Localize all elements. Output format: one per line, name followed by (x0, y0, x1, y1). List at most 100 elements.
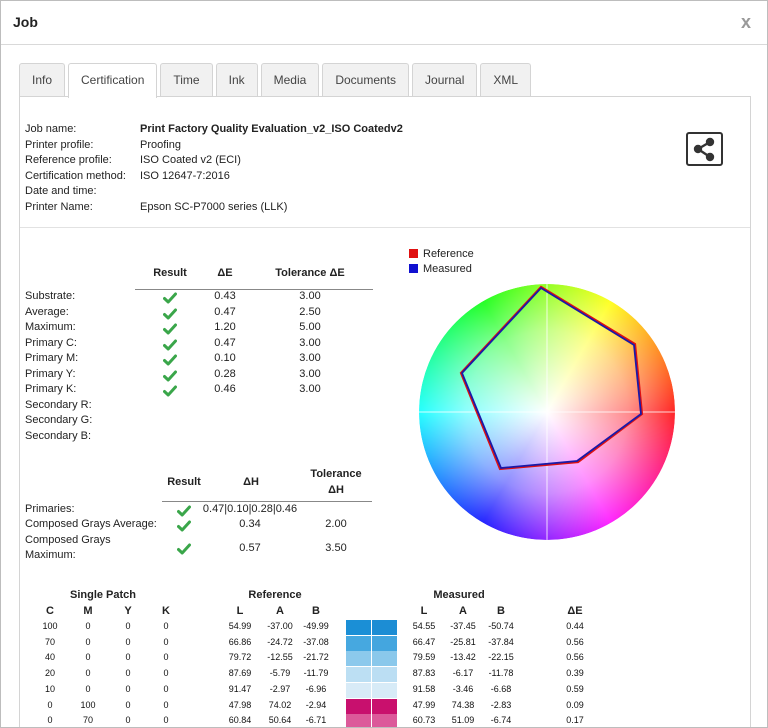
patch-cmyk-value: 0 (163, 668, 169, 679)
job-info-label: Job name: (25, 123, 77, 135)
tab-time[interactable]: Time (160, 63, 213, 97)
job-info-value: Epson SC-P7000 series (LLK) (140, 200, 288, 213)
patch-ref-value: -49.99 (303, 621, 329, 631)
patch-col-k: K (162, 605, 170, 617)
patch-meas-value: -22.15 (488, 652, 514, 663)
patch-ref-value: 79.72 (228, 652, 252, 663)
job-info-value: ISO Coated v2 (ECI) (140, 154, 241, 166)
pass-check-icon (177, 542, 191, 555)
de-tolerance: 5.00 (299, 321, 321, 333)
de-row-label: Average: (25, 305, 69, 318)
patch-delta-e: 0.59 (566, 683, 584, 694)
patch-cmyk-value: 0 (163, 621, 169, 631)
legend-measured-swatch (409, 264, 418, 273)
de-value: 0.47 (214, 305, 236, 318)
patch-cmyk-value: 0 (163, 699, 169, 710)
patch-cmyk-value: 0 (85, 636, 91, 647)
patch-cmyk-value: 0 (47, 715, 53, 726)
tab-journal[interactable]: Journal (412, 63, 478, 97)
patch-delta-e: 0.44 (566, 621, 584, 631)
reference-swatch (346, 667, 371, 683)
measured-swatch (372, 667, 397, 683)
patch-ref-value: -37.00 (267, 621, 293, 631)
patch-group-measured: Measured (433, 589, 485, 601)
tab-bar: Info Certification Time Ink Media Documents Jo… (19, 63, 534, 98)
reference-swatch (346, 651, 371, 667)
dh-row-label-line1: Composed Grays (25, 534, 111, 546)
patch-ref-value: -21.72 (303, 652, 329, 663)
patch-ref-value: 87.69 (228, 668, 252, 679)
legend-reference-swatch (409, 249, 418, 258)
patch-delta-e: 0.56 (566, 652, 584, 663)
patch-ref-value: -24.72 (267, 636, 293, 647)
de-tolerance: 3.00 (299, 290, 321, 302)
job-info-row: Date and time: (25, 185, 403, 201)
gamut-measured-outline (460, 286, 642, 469)
measured-swatch (372, 635, 397, 651)
patch-delta-e: 0.39 (566, 668, 584, 679)
measured-swatch (372, 651, 397, 667)
de-value: 0.10 (214, 352, 236, 364)
tab-media[interactable]: Media (260, 63, 320, 97)
patch-meas-value: -2.83 (490, 699, 512, 710)
job-info-label: Reference profile: (25, 154, 112, 166)
patch-meas-value: 60.73 (412, 715, 436, 726)
close-icon[interactable]: x (740, 12, 751, 32)
patch-meas-value: -11.78 (488, 668, 514, 679)
de-value: 0.28 (214, 367, 236, 380)
patch-cmyk-value: 0 (47, 699, 53, 710)
patch-meas-value: -3.46 (452, 683, 474, 694)
de-value: 1.20 (214, 321, 236, 333)
tab-documents[interactable]: Documents (322, 63, 410, 97)
legend-measured: Measured (409, 263, 472, 275)
patch-cmyk-value: 0 (85, 683, 91, 694)
de-row-label: Primary Y: (25, 367, 76, 380)
patch-cmyk-value: 0 (125, 699, 131, 710)
de-header-de: ΔE (217, 267, 233, 279)
patch-ref-value: -11.79 (303, 668, 329, 679)
dh-header-tolerance-1: Tolerance (310, 468, 362, 480)
dh-value: 0.57 (239, 542, 261, 554)
share-button[interactable] (686, 132, 723, 166)
tab-xml[interactable]: XML (480, 63, 532, 97)
dh-row-label-line2: Maximum: (25, 549, 76, 561)
patch-col-c: C (46, 605, 54, 617)
dh-header-result: Result (167, 476, 201, 488)
patch-ref-value: -37.08 (303, 636, 329, 647)
patch-ref-value: 50.64 (268, 715, 292, 726)
patch-cmyk-value: 0 (85, 668, 91, 679)
patch-ref-value: 91.47 (228, 683, 252, 694)
patch-cmyk-value: 20 (44, 668, 55, 679)
job-info-row: Job name: Print Factory Quality Evaluatio… (25, 123, 403, 139)
tab-ink[interactable]: Ink (215, 63, 258, 97)
measured-swatch (372, 698, 397, 714)
ref-col-b: B (312, 605, 320, 617)
de-row-label: Substrate: (25, 290, 76, 302)
patch-ref-value: -5.79 (269, 668, 291, 679)
patch-cmyk-value: 0 (85, 621, 91, 631)
dh-tolerance: 2.00 (325, 518, 347, 530)
legend-reference: Reference (409, 248, 474, 260)
patch-meas-value: 54.55 (412, 621, 436, 631)
dh-header-dh: ΔH (243, 476, 259, 488)
patch-cmyk-value: 70 (82, 715, 93, 726)
patch-ref-value: 66.86 (228, 636, 252, 647)
job-info-row: Reference profile: ISO Coated v2 (ECI) (25, 154, 403, 170)
patch-meas-value: 74.38 (451, 699, 475, 710)
patch-ref-value: -6.71 (305, 715, 327, 726)
job-info-row: Printer Name: Epson SC-P7000 series (LLK) (25, 201, 403, 217)
patch-col-m: M (83, 605, 93, 617)
tab-certification[interactable]: Certification (68, 63, 158, 98)
patch-ref-value: -6.96 (305, 683, 327, 694)
patch-cmyk-value: 100 (42, 621, 58, 631)
patch-col-y: Y (124, 605, 132, 617)
measured-swatch (372, 682, 397, 698)
tab-info[interactable]: Info (19, 63, 66, 97)
pass-check-icon (163, 307, 177, 319)
pass-check-icon (163, 353, 177, 366)
patch-meas-value: 87.83 (412, 668, 436, 679)
ref-col-l: L (236, 605, 244, 617)
measured-swatch (372, 714, 397, 727)
patch-cmyk-value: 10 (44, 683, 55, 694)
de-row-label: Primary M: (25, 352, 79, 364)
